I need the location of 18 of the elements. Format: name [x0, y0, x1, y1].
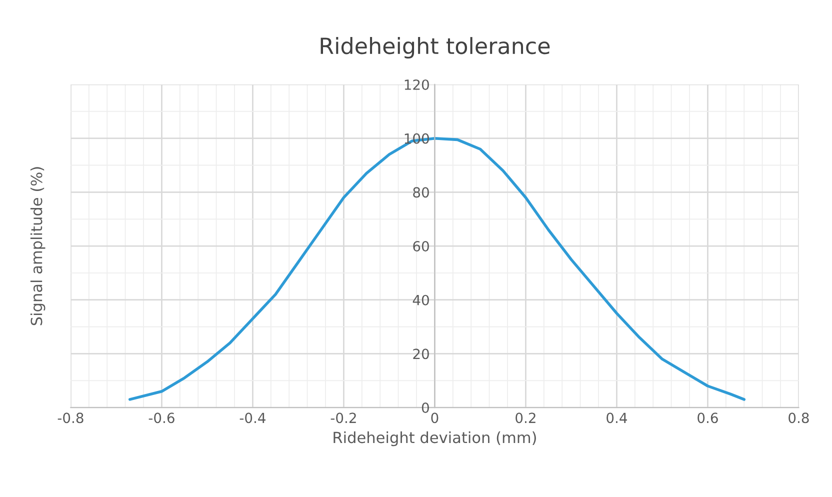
- x-tick-label: -0.8: [58, 412, 84, 424]
- y-axis-title: Signal amplitude (%): [30, 167, 46, 326]
- y-tick-label: 120: [404, 79, 429, 90]
- x-tick-label: 0.2: [516, 412, 536, 424]
- x-tick-label: 0.6: [698, 412, 718, 424]
- y-tick-label: 0: [422, 402, 429, 414]
- x-tick-label: -0.6: [148, 412, 174, 424]
- x-tick-label: 0: [431, 412, 438, 424]
- y-tick-label: 60: [413, 240, 429, 252]
- x-tick-label: 0.8: [788, 412, 809, 424]
- x-tick-label: 0.4: [606, 412, 627, 424]
- x-tick-label: -0.2: [330, 412, 356, 424]
- x-tick-label: -0.4: [240, 412, 266, 424]
- y-tick-label: 40: [412, 294, 429, 306]
- chart-title: Rideheight tolerance: [320, 37, 550, 59]
- y-tick-label: 80: [413, 187, 429, 198]
- y-tick-label: 20: [413, 348, 429, 360]
- x-axis-title: Rideheight deviation (mm): [334, 431, 536, 446]
